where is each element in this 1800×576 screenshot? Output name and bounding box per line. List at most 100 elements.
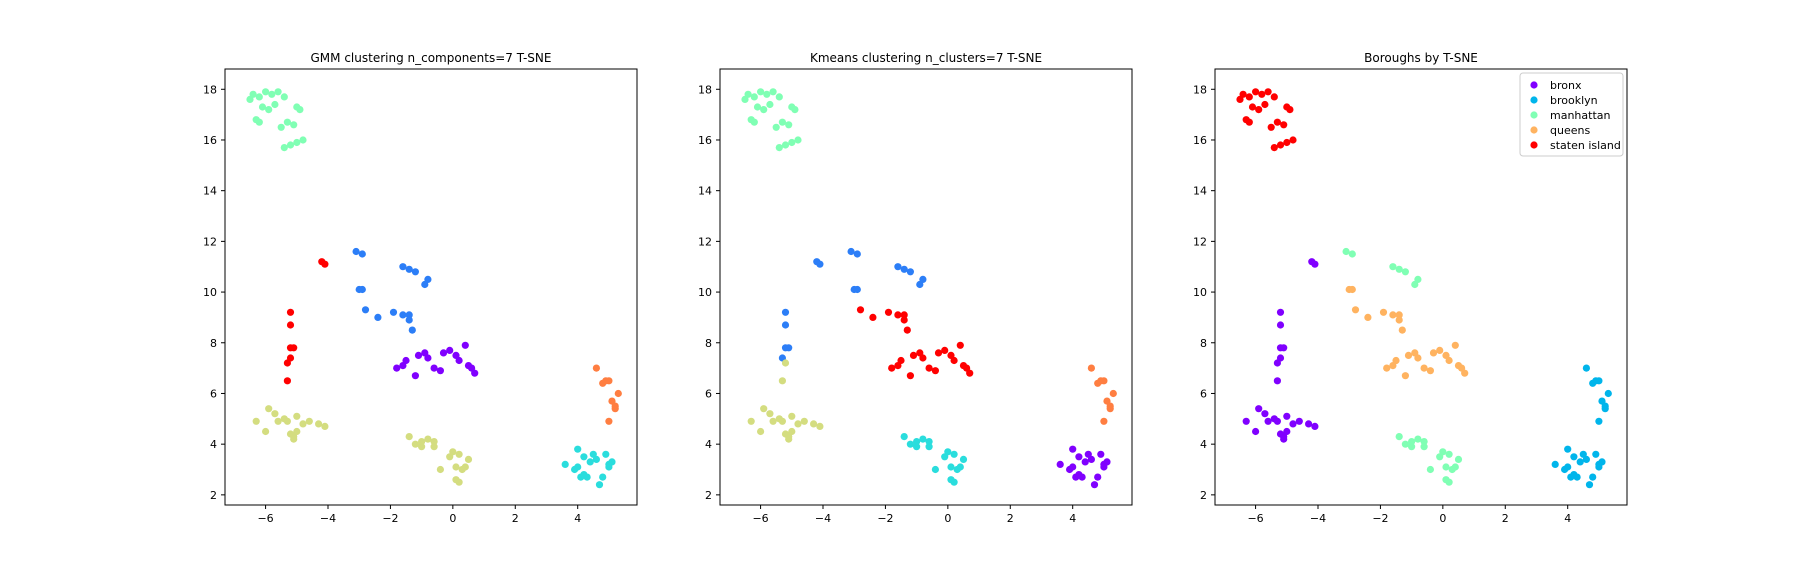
data-point: [602, 450, 610, 458]
data-point: [1414, 354, 1422, 362]
data-point: [605, 417, 613, 425]
data-point: [249, 90, 257, 98]
data-point: [1056, 460, 1064, 468]
data-point: [1283, 138, 1291, 147]
data-point: [1100, 460, 1108, 468]
data-point: [747, 417, 755, 425]
data-point: [293, 427, 301, 436]
data-point: [1252, 88, 1260, 96]
data-point: [1252, 427, 1260, 436]
data-point: [405, 433, 413, 441]
data-point: [1570, 471, 1578, 479]
data-point: [816, 422, 824, 430]
data-point: [452, 463, 460, 471]
data-point: [1401, 268, 1409, 276]
data-point: [424, 435, 432, 443]
data-point: [1270, 144, 1278, 152]
x-tick-label: −6: [752, 512, 768, 525]
data-point: [1445, 450, 1453, 458]
data-point: [436, 367, 444, 375]
legend-label: queens: [1550, 124, 1590, 137]
data-point: [1420, 443, 1428, 451]
data-point: [1551, 460, 1559, 468]
data-point: [1592, 450, 1600, 458]
data-point: [1075, 453, 1083, 461]
data-point: [439, 349, 448, 357]
data-point: [1604, 389, 1612, 398]
data-point: [778, 377, 787, 385]
data-point: [925, 364, 933, 372]
data-point: [1595, 417, 1603, 425]
data-point: [781, 359, 790, 367]
data-point: [1414, 275, 1422, 283]
data-point: [1261, 410, 1269, 418]
data-point: [262, 88, 270, 96]
data-point: [274, 417, 282, 425]
data-point: [1348, 285, 1356, 294]
y-tick-label: 10: [203, 286, 217, 299]
data-point: [1564, 463, 1572, 471]
data-point: [1426, 465, 1434, 474]
data-point: [1582, 455, 1590, 463]
series-queens: [1345, 285, 1469, 380]
data-point: [1426, 367, 1434, 375]
data-point: [1342, 247, 1350, 256]
data-point: [411, 268, 419, 276]
data-point: [321, 260, 329, 268]
data-point: [1305, 420, 1313, 428]
series-manhattan: [1342, 247, 1463, 486]
data-point: [393, 364, 401, 372]
data-point: [1454, 455, 1463, 463]
series-3: [283, 258, 329, 385]
data-point: [869, 313, 877, 321]
data-point: [1442, 463, 1450, 471]
data-point: [1445, 356, 1453, 365]
data-point: [286, 354, 295, 362]
data-point: [255, 118, 263, 126]
data-point: [411, 440, 419, 448]
data-point: [766, 100, 774, 109]
data-point: [1595, 377, 1603, 385]
y-tick-label: 6: [1200, 387, 1207, 400]
data-point: [399, 311, 407, 319]
data-point: [816, 260, 824, 268]
data-point: [315, 420, 323, 428]
y-tick-label: 2: [705, 489, 712, 502]
data-point: [1392, 356, 1400, 365]
data-point: [1273, 118, 1281, 126]
data-point: [305, 417, 313, 425]
data-point: [950, 356, 958, 365]
y-tick-label: 14: [203, 185, 217, 198]
data-point: [966, 369, 974, 377]
data-point: [262, 427, 270, 436]
data-point: [614, 389, 622, 398]
data-point: [750, 118, 758, 126]
data-point: [1289, 136, 1297, 144]
axes-frame: [224, 68, 638, 506]
data-point: [941, 346, 949, 354]
y-tick-label: 18: [698, 83, 712, 96]
data-point: [788, 412, 796, 420]
data-point: [775, 144, 783, 152]
x-tick-label: −2: [1372, 512, 1388, 525]
data-point: [402, 356, 410, 365]
data-point: [1585, 481, 1594, 489]
data-point: [900, 433, 908, 441]
data-point: [605, 460, 613, 468]
data-point: [1448, 465, 1456, 474]
series-4: [747, 359, 824, 443]
data-point: [788, 138, 796, 147]
legend-label: brooklyn: [1550, 94, 1598, 107]
data-point: [1429, 349, 1438, 357]
x-tick-label: −2: [382, 512, 398, 525]
data-point: [1564, 445, 1572, 453]
legend: bronx brooklyn manhattan queens staten islan…: [1519, 72, 1624, 157]
data-point: [1245, 93, 1253, 101]
x-tick-label: −6: [1247, 512, 1263, 525]
data-point: [586, 458, 594, 466]
data-point: [405, 265, 413, 273]
series-8: [574, 445, 582, 453]
data-point: [766, 410, 774, 418]
data-point: [753, 103, 762, 111]
data-point: [430, 438, 438, 446]
